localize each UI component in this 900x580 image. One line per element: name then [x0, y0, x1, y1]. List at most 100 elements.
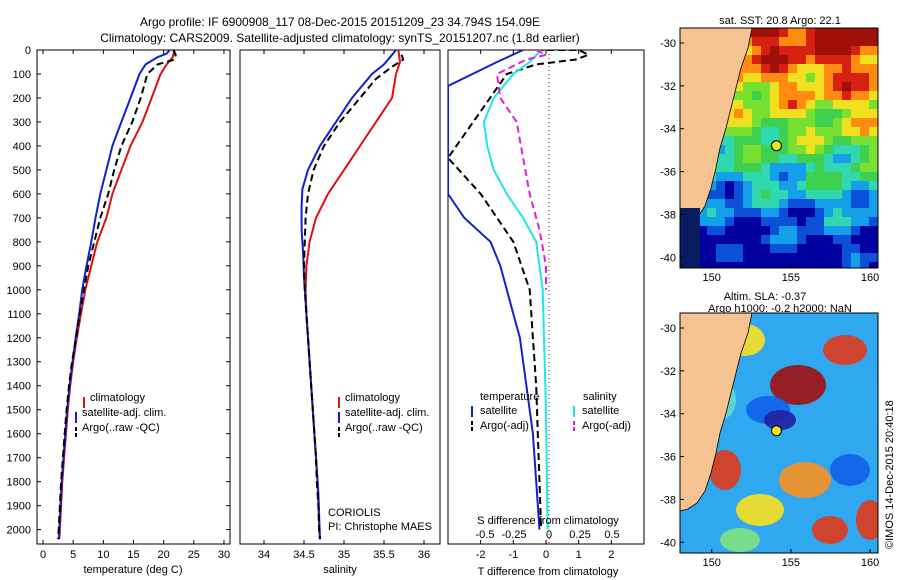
sst-cell	[806, 109, 815, 118]
sst-cell	[797, 253, 806, 262]
sst-cell	[752, 55, 761, 64]
sst-cell	[788, 253, 797, 262]
sst-cell	[698, 253, 707, 262]
depth-tick-label: 600	[13, 189, 31, 201]
series-line-temperature-argo-adj-	[448, 50, 592, 530]
t-difference-x-label: T difference from climatology	[478, 566, 619, 578]
sst-cell	[734, 145, 743, 154]
sst-cell	[725, 172, 734, 181]
sst-cell	[860, 226, 869, 235]
sst-cell	[842, 181, 851, 190]
sst-cell	[779, 64, 788, 73]
sst-cell	[698, 262, 707, 268]
sst-cell	[734, 199, 743, 208]
sst-cell	[761, 190, 770, 199]
sst-cell	[761, 46, 770, 55]
sst-cell	[869, 91, 878, 100]
sst-cell	[761, 64, 770, 73]
sst-cell	[752, 127, 761, 136]
sst-cell	[779, 109, 788, 118]
sst-cell	[833, 262, 842, 268]
sst-cell	[833, 136, 842, 145]
sst-cell	[770, 118, 779, 127]
depth-tick-label: 1000	[7, 285, 31, 297]
sst-cell	[725, 262, 734, 268]
sst-cell	[842, 217, 851, 226]
sst-cell	[734, 244, 743, 253]
lon-tick-label: 150	[703, 557, 721, 569]
sst-cell	[797, 91, 806, 100]
sst-cell	[815, 82, 824, 91]
x-tick-label: 5	[70, 549, 76, 561]
sst-cell	[797, 118, 806, 127]
x-tick-label: -1	[508, 549, 518, 561]
sst-cell	[752, 109, 761, 118]
depth-tick-label: 1600	[7, 429, 31, 441]
sst-cell	[707, 244, 716, 253]
sst-cell	[743, 217, 752, 226]
legend-argo: Argo(..raw -QC)	[345, 422, 423, 434]
sst-cell	[851, 199, 860, 208]
sst-cell	[734, 235, 743, 244]
sst-cell	[851, 181, 860, 190]
sst-cell	[734, 181, 743, 190]
sst-cell	[698, 217, 707, 226]
sst-cell	[779, 163, 788, 172]
sst-cell	[716, 244, 725, 253]
sst-cell	[842, 226, 851, 235]
sst-cell	[824, 118, 833, 127]
sst-cell	[788, 28, 797, 37]
sst-cell	[806, 262, 815, 268]
sst-cell	[833, 100, 842, 109]
sst-cell	[761, 145, 770, 154]
depth-tick-label: 800	[13, 237, 31, 249]
sst-cell	[779, 82, 788, 91]
sst-cell	[797, 190, 806, 199]
sst-cell	[761, 118, 770, 127]
sst-cell	[734, 226, 743, 235]
sst-cell	[752, 217, 761, 226]
sst-cell	[833, 199, 842, 208]
lat-tick-label: -32	[660, 366, 676, 378]
sst-cell	[806, 253, 815, 262]
sst-cell	[797, 208, 806, 217]
sst-cell	[815, 208, 824, 217]
depth-tick-label: 2000	[7, 525, 31, 537]
sst-cell	[788, 244, 797, 253]
salinity-legend: climatology satellite-adj. clim. Argo(..…	[338, 392, 429, 438]
sst-cell	[851, 217, 860, 226]
sst-cell	[761, 244, 770, 253]
depth-tick-label: 900	[13, 261, 31, 273]
sst-cell	[752, 46, 761, 55]
sst-cell	[815, 199, 824, 208]
sst-cell	[797, 262, 806, 268]
sst-cell	[869, 46, 878, 55]
sst-cell	[761, 181, 770, 190]
sst-cell	[824, 199, 833, 208]
sst-cell	[734, 127, 743, 136]
sst-cell	[824, 55, 833, 64]
sst-cell	[824, 46, 833, 55]
sst-cell	[761, 226, 770, 235]
sst-cell	[716, 145, 725, 154]
data-centre-label: CORIOLIS	[328, 507, 381, 519]
sst-cell	[824, 190, 833, 199]
lon-tick-label: 155	[782, 557, 800, 569]
difference-panel: -2 -1 0 1 2 temperature salinity satellite A…	[447, 49, 645, 578]
sst-cell	[815, 136, 824, 145]
sla-map: Altim. SLA: -0.37 Argo h1000: -0.2 h2000…	[660, 291, 879, 569]
sst-cell	[779, 217, 788, 226]
s-tick-label: 0	[546, 529, 552, 541]
sst-cell	[860, 217, 869, 226]
sst-cell	[860, 73, 869, 82]
sst-cell	[815, 172, 824, 181]
depth-tick-label: 1300	[7, 357, 31, 369]
lat-tick-label: -38	[660, 494, 676, 506]
sst-cell	[815, 118, 824, 127]
sst-cell	[815, 145, 824, 154]
sst-cell	[833, 172, 842, 181]
sst-cell	[860, 172, 869, 181]
sst-cell	[770, 100, 779, 109]
sla-anomaly	[842, 379, 878, 431]
